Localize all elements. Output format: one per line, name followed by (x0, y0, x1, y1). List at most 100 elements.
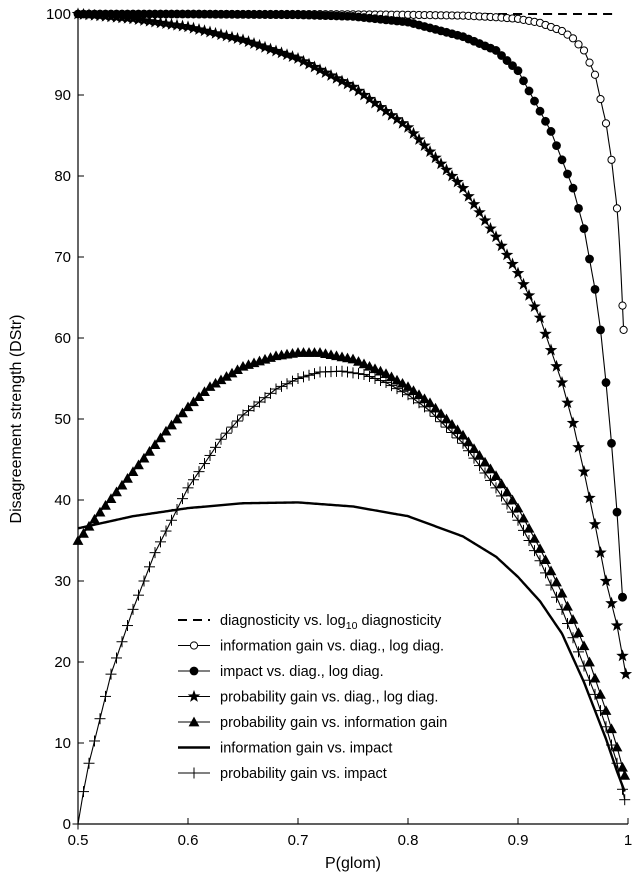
legend-marker (188, 767, 200, 779)
data-point (336, 365, 348, 377)
data-point (210, 377, 221, 388)
data-point (545, 579, 557, 591)
data-point (94, 506, 106, 517)
data-point (457, 429, 469, 440)
data-point (269, 44, 283, 57)
data-point (391, 383, 403, 395)
data-point (518, 524, 529, 536)
data-point (555, 375, 569, 388)
data-point (100, 690, 111, 702)
data-point (324, 68, 338, 81)
data-point (550, 359, 563, 372)
data-point (369, 363, 381, 374)
data-point (462, 189, 475, 202)
data-point (82, 8, 96, 21)
data-point (122, 620, 133, 632)
data-point (385, 108, 398, 121)
data-point (533, 311, 547, 324)
data-point (104, 10, 118, 23)
data-point (617, 783, 628, 795)
data-point (540, 554, 551, 565)
data-point (177, 493, 188, 505)
plot-area (71, 7, 633, 830)
data-point (287, 375, 298, 387)
data-point (588, 517, 602, 530)
data-point (572, 440, 585, 453)
data-point (418, 139, 431, 151)
data-point (445, 169, 459, 182)
data-point (402, 381, 414, 391)
data-point (616, 649, 629, 662)
x-tick-label: 0.5 (68, 832, 89, 849)
data-point (490, 470, 502, 481)
data-point (215, 374, 227, 385)
data-point (401, 120, 415, 133)
data-point (93, 9, 107, 22)
data-point (330, 71, 343, 84)
data-point (512, 502, 524, 513)
data-point (138, 452, 150, 463)
series-markers (73, 9, 627, 602)
data-point (501, 498, 513, 510)
data-point (364, 370, 375, 382)
data-point (302, 57, 316, 70)
series-2 (73, 9, 627, 602)
legend-entry: information gain vs. impact (178, 741, 392, 757)
y-tick-label: 10 (54, 735, 71, 752)
data-point (78, 786, 89, 798)
data-point (237, 409, 249, 421)
data-point (513, 66, 523, 76)
data-point (463, 436, 474, 447)
data-point (585, 254, 594, 264)
legend-label: probability gain vs. impact (220, 766, 387, 782)
data-point (247, 37, 261, 49)
data-point (478, 213, 492, 226)
data-point (413, 389, 425, 400)
data-point (396, 116, 409, 129)
data-point (105, 493, 117, 503)
data-point (579, 46, 589, 55)
data-point (166, 419, 177, 430)
data-point (573, 646, 584, 658)
data-point (522, 288, 536, 301)
data-point (280, 48, 294, 61)
data-point (579, 224, 589, 234)
data-point (292, 373, 304, 384)
y-tick-label: 80 (54, 168, 71, 185)
data-point (264, 42, 277, 55)
x-tick-label: 1 (624, 832, 632, 849)
data-point (204, 449, 216, 461)
data-point (386, 371, 397, 382)
data-point (556, 587, 568, 598)
data-point (99, 9, 112, 22)
data-point (556, 603, 568, 615)
y-tick-label: 70 (54, 249, 71, 266)
data-point (618, 592, 627, 602)
data-point (419, 393, 430, 404)
data-point (495, 239, 508, 252)
data-point (390, 112, 404, 125)
data-point (619, 794, 631, 806)
data-point (435, 408, 447, 418)
data-point (221, 427, 232, 439)
data-point (434, 157, 448, 170)
data-point (71, 7, 85, 20)
data-point (590, 70, 600, 79)
data-point (335, 74, 349, 87)
data-point (619, 667, 633, 680)
legend-entry: impact vs. diag., log diag. (178, 664, 384, 680)
series-line (77, 501, 626, 793)
legend-entry: probability gain vs. impact (178, 766, 387, 782)
y-axis-label: Disagreement strength (DStr) (8, 315, 25, 524)
data-point (243, 405, 254, 417)
data-point (397, 386, 408, 398)
legend-entry: diagnosticity vs. log10 diagnosticity (178, 613, 442, 632)
data-point (568, 183, 578, 193)
data-point (430, 402, 441, 413)
data-point (561, 396, 574, 409)
data-point (210, 441, 221, 453)
data-point (473, 205, 486, 218)
data-point (619, 770, 631, 780)
data-point (232, 415, 243, 427)
data-point (375, 365, 386, 376)
